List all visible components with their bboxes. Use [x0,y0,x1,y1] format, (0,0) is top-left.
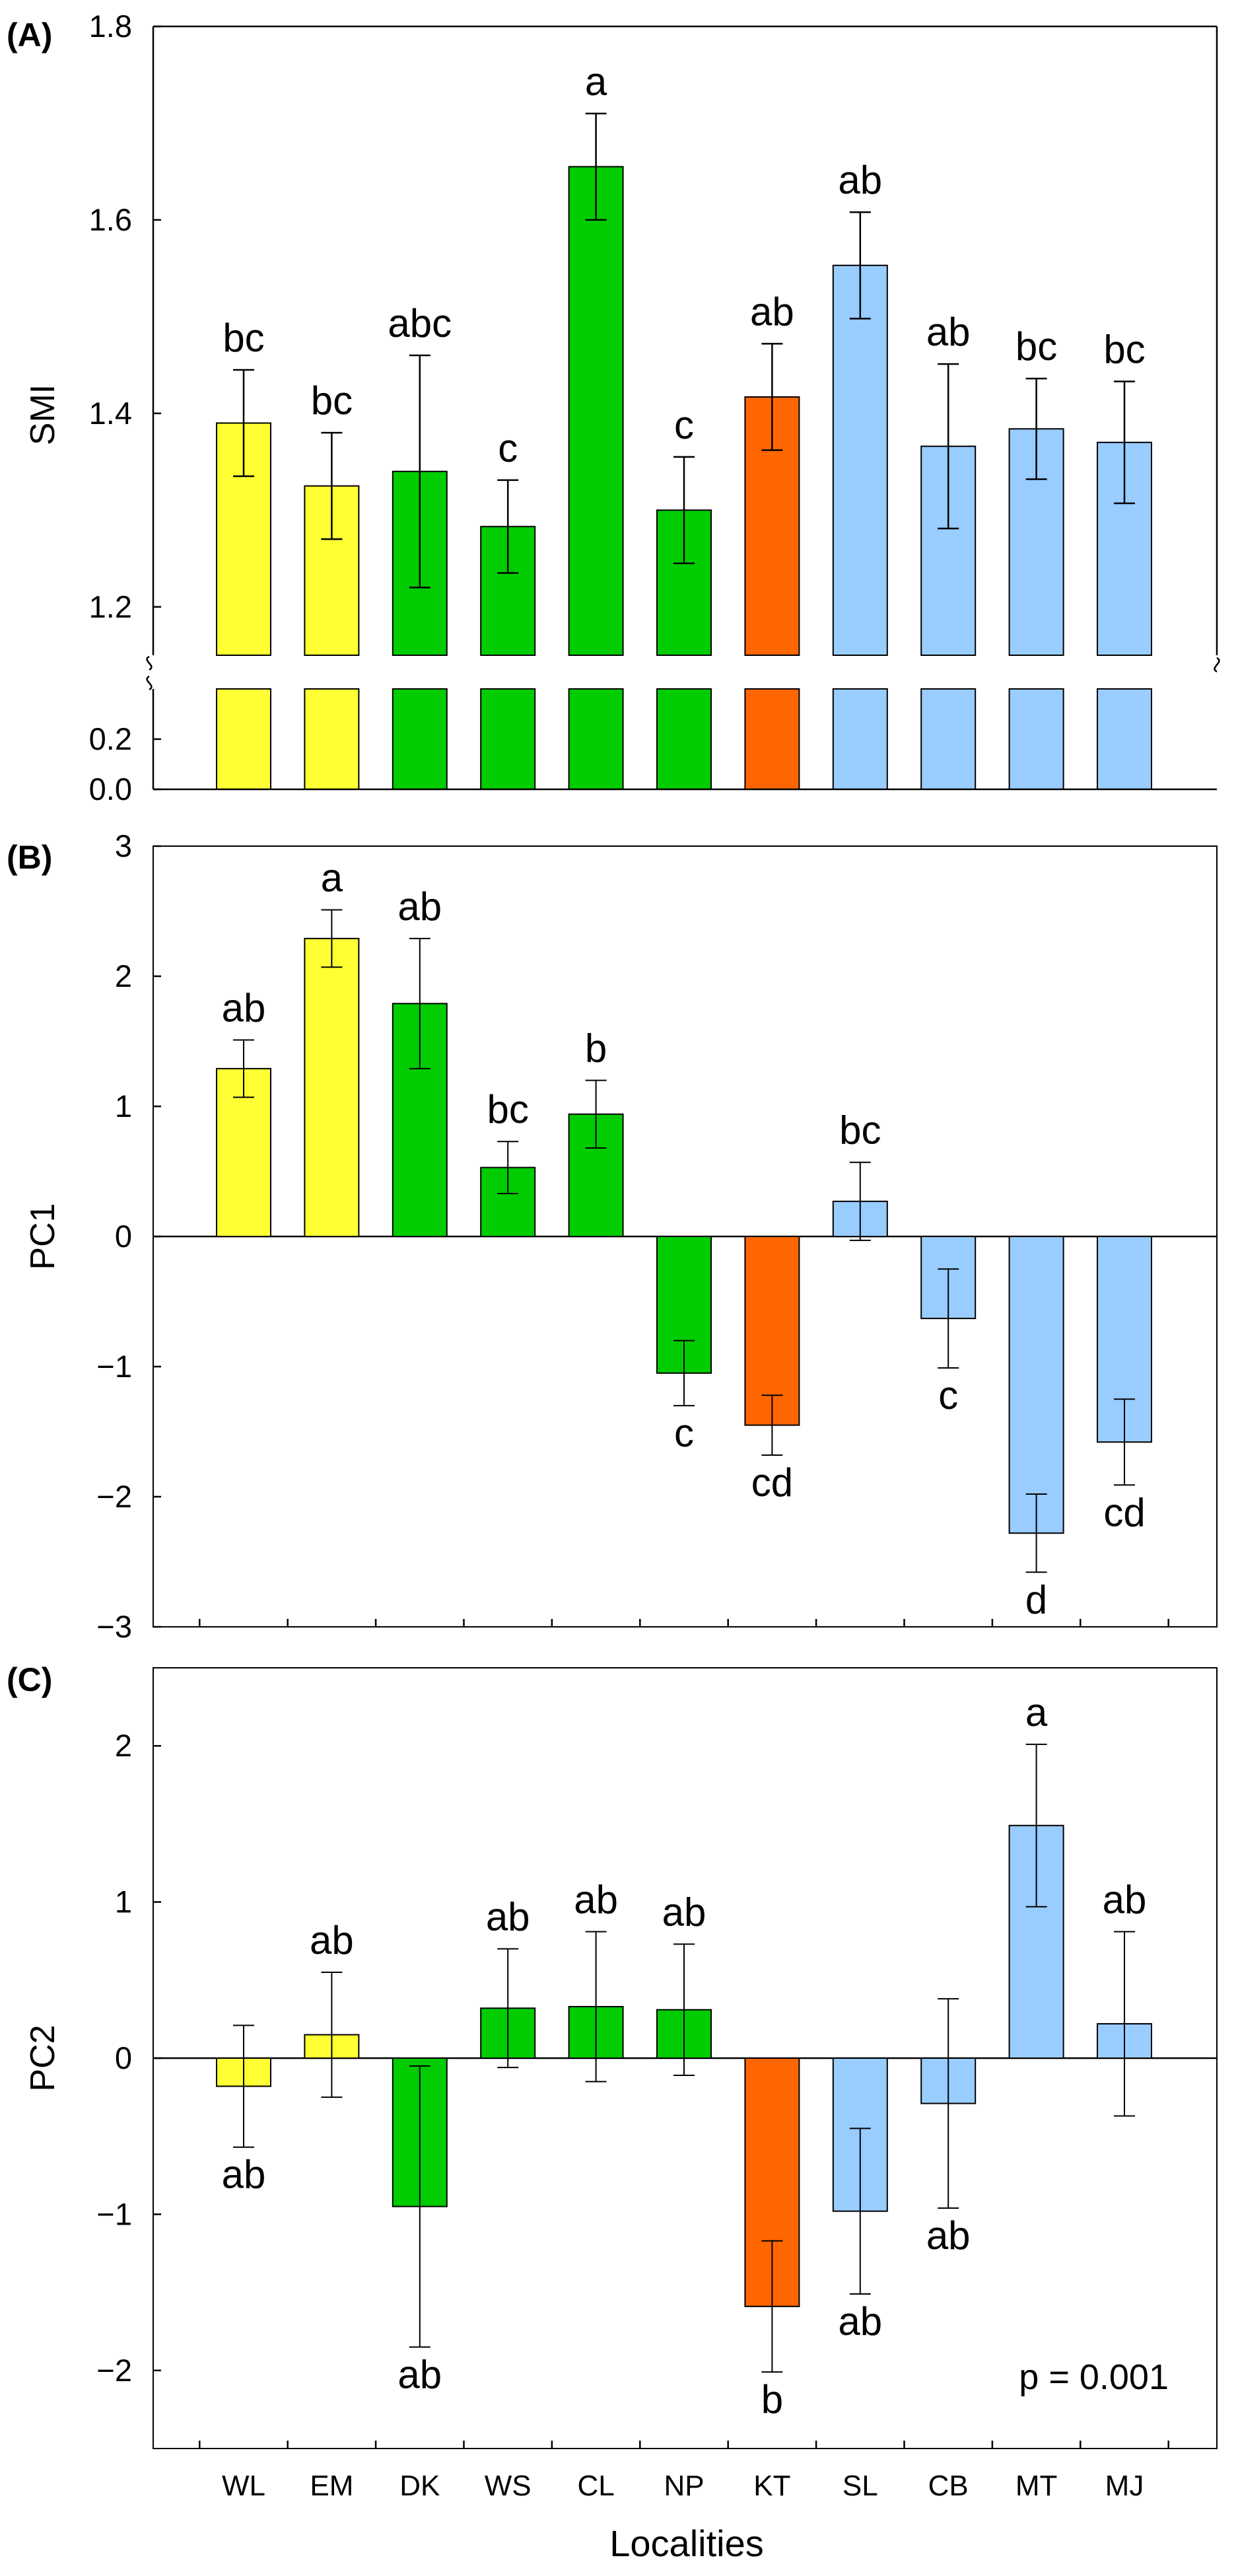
significance-label: a [585,59,607,104]
x-tick-label: CL [577,2470,614,2502]
bar [568,166,624,657]
axis-break-left-bottom [146,675,153,691]
y-tick-label: 0 [115,1219,132,1254]
panel-letter: (A) [7,17,52,54]
x-tick-label: MJ [1105,2470,1144,2502]
significance-label: cd [1103,1490,1145,1534]
axis-break-left-top [146,655,153,671]
y-axis-label: PC2 [24,2024,62,2091]
y-tick-label: 1 [115,1884,132,1919]
bar-lower-segment [1008,688,1064,790]
y-tick-label: −1 [96,1349,132,1384]
panel-letter: (B) [7,839,52,876]
p-value-annotation: p = 0.001 [1019,2357,1169,2397]
bar-lower-segment [480,688,536,790]
y-tick-label: 0 [115,2040,132,2075]
y-tick-label: −2 [96,1479,132,1514]
significance-label: c [498,426,518,470]
panel-letter: (C) [7,1661,52,1698]
y-tick-label: 1.4 [89,396,132,431]
significance-label: ab [662,1890,706,1934]
significance-label: ab [838,2299,882,2343]
bar-lower-segment [920,688,977,790]
x-axis-label: Localities [609,2522,763,2564]
bar-lower-segment [744,688,800,790]
significance-label: ab [397,2352,442,2396]
bar-lower-segment [568,688,624,790]
y-tick-label: −2 [96,2353,132,2388]
x-tick-label: DK [399,2470,440,2502]
significance-label: ab [1103,1878,1147,1922]
significance-label: bc [487,1087,529,1131]
significance-label: ab [310,1918,354,1962]
significance-label: ab [926,310,971,354]
significance-label: abc [388,301,452,345]
significance-label: ab [926,2213,971,2258]
y-tick-label: 3 [115,828,132,863]
significance-label: ab [222,986,266,1030]
y-tick-label: −3 [96,1609,132,1644]
x-tick-label: EM [310,2470,353,2502]
significance-label: d [1025,1577,1047,1622]
significance-label: ab [750,289,794,334]
significance-label: b [585,1026,607,1071]
x-tick-label: KT [753,2470,790,2502]
bar-lower-segment [656,688,712,790]
x-tick-label: NP [664,2470,704,2502]
axis-break-right [1214,657,1220,673]
x-tick-label: CB [928,2470,969,2502]
y-tick-label: 1.2 [89,589,132,624]
y-tick-label: 2 [115,958,132,993]
x-tick-label: WL [222,2470,265,2502]
y-tick-label: 1 [115,1089,132,1124]
significance-label: ab [838,158,882,202]
significance-label: ab [486,1895,530,1939]
y-axis-label: PC1 [24,1203,62,1270]
significance-label: bc [311,378,353,423]
bar [832,264,888,656]
y-tick-label: 0.0 [89,771,132,806]
significance-label: c [938,1373,958,1417]
significance-label: ab [222,2153,266,2197]
significance-label: c [674,1411,694,1455]
x-tick-label: WS [485,2470,532,2502]
significance-label: a [1025,1690,1048,1735]
significance-label: b [761,2377,783,2421]
y-tick-label: 1.6 [89,202,132,237]
bar-lower-segment [392,688,448,790]
significance-label: cd [751,1460,793,1505]
significance-label: ab [397,884,442,929]
significance-label: bc [1103,328,1145,372]
bar-lower-segment [304,688,360,790]
x-tick-label: MT [1015,2470,1058,2502]
y-tick-label: −1 [96,2196,132,2231]
bar [1008,1236,1064,1534]
bar-lower-segment [216,688,271,790]
significance-label: bc [223,316,264,360]
significance-label: bc [839,1108,881,1153]
bar [304,937,360,1237]
bar-lower-segment [832,688,888,790]
bar [744,1236,800,1426]
bar-lower-segment [1097,688,1152,790]
significance-label: a [321,856,343,900]
y-axis-label: SMI [24,384,62,445]
y-tick-label: 2 [115,1728,132,1763]
significance-label: bc [1015,324,1057,369]
x-tick-label: SL [843,2470,878,2502]
y-tick-label: 1.8 [89,9,132,44]
significance-label: ab [574,1878,618,1922]
significance-label: c [674,403,694,447]
y-tick-label: 0.2 [89,721,132,756]
